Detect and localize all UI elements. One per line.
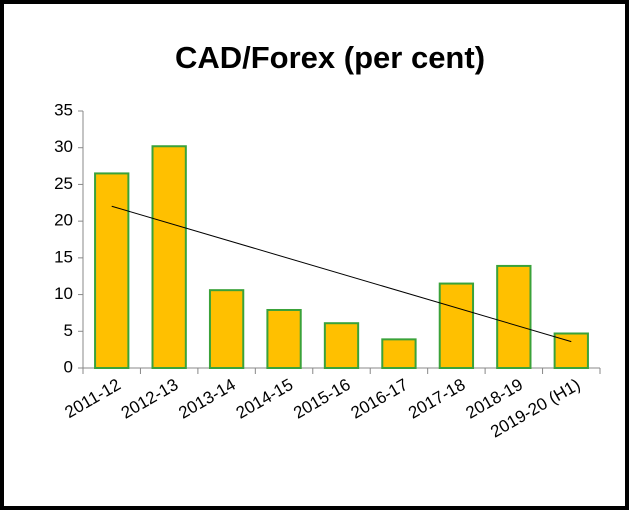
y-tick-label: 10 (54, 284, 73, 303)
bar (553, 332, 589, 370)
chart-title: CAD/Forex (per cent) (175, 40, 485, 75)
y-tick-label: 20 (54, 211, 73, 230)
y-tick-label: 5 (64, 321, 73, 340)
y-tick-label: 30 (54, 137, 73, 156)
y-tick-label: 35 (54, 100, 73, 119)
bar (381, 338, 417, 369)
y-tick-label: 0 (64, 357, 73, 376)
y-tick-label: 15 (54, 247, 73, 266)
trendline (111, 205, 572, 343)
bar (266, 308, 302, 369)
bar (438, 282, 475, 369)
bar (94, 172, 130, 369)
y-tick-label: 25 (54, 174, 73, 193)
bar (323, 322, 360, 369)
bar (208, 289, 245, 369)
bar (496, 264, 532, 370)
bar (151, 145, 187, 369)
